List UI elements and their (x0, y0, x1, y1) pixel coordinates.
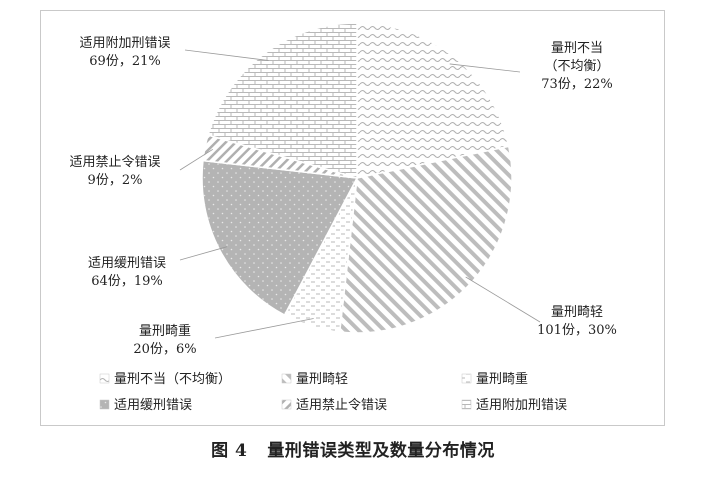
legend-item: 量刑畸重 (461, 371, 528, 387)
figure-frame (40, 10, 665, 426)
pie-slice (338, 145, 513, 334)
back-diagonal-icon (281, 399, 292, 410)
leader-line (214, 318, 314, 339)
data-label-name: 适用附加刑错误 (79, 36, 170, 51)
data-label-name: 适用禁止令错误 (69, 155, 160, 170)
leader-line (179, 148, 214, 171)
diagonal-stripe-icon (281, 373, 292, 384)
legend-label: 量刑畸重 (476, 371, 528, 387)
legend-item: 适用附加刑错误 (461, 398, 567, 413)
data-label-name: 量刑畸轻 (551, 305, 603, 320)
caption-title: 量刑错误类型及数量分布情况 (267, 441, 495, 461)
data-label-value: 69份，21% (89, 54, 160, 69)
data-label-value: 73份，22% (541, 77, 612, 92)
leader-line (465, 276, 541, 323)
pie-slice (356, 22, 510, 179)
data-label-name: 量刑畸重 (139, 323, 191, 339)
dotted-gray-icon (99, 399, 110, 410)
legend-label: 量刑不当（不均衡） (114, 372, 231, 387)
brick-icon (461, 399, 472, 410)
data-label-value: 64份，19% (91, 274, 162, 289)
legend-item: 量刑畸轻 (281, 372, 348, 387)
dash-icon (461, 373, 472, 384)
leader-line (184, 49, 269, 61)
pie-slice (207, 22, 358, 179)
legend-item: 适用禁止令错误 (281, 398, 387, 413)
data-label-value: 20份，6% (133, 342, 196, 357)
figure-caption: 图 4 量刑错误类型及数量分布情况 (0, 436, 706, 461)
pie-slice (201, 159, 359, 317)
data-label-name: 量刑不当 (551, 41, 603, 56)
legend-label: 适用附加刑错误 (476, 398, 567, 413)
data-label-name: （不均衡） (544, 59, 609, 74)
legend-label: 适用禁止令错误 (296, 398, 387, 413)
legend-label: 量刑畸轻 (296, 372, 348, 387)
leader-line (179, 246, 228, 261)
legend-label: 适用缓刑错误 (114, 398, 192, 413)
data-label-name: 适用缓刑错误 (88, 256, 166, 271)
data-label-value: 101份，30% (537, 323, 617, 338)
legend-item: 量刑不当（不均衡） (99, 372, 231, 387)
caption-number: 图 4 (211, 441, 248, 461)
legend-item: 适用缓刑错误 (99, 398, 192, 413)
data-label-value: 9份，2% (88, 173, 143, 188)
wave-icon (99, 373, 110, 384)
leader-line (449, 63, 521, 73)
